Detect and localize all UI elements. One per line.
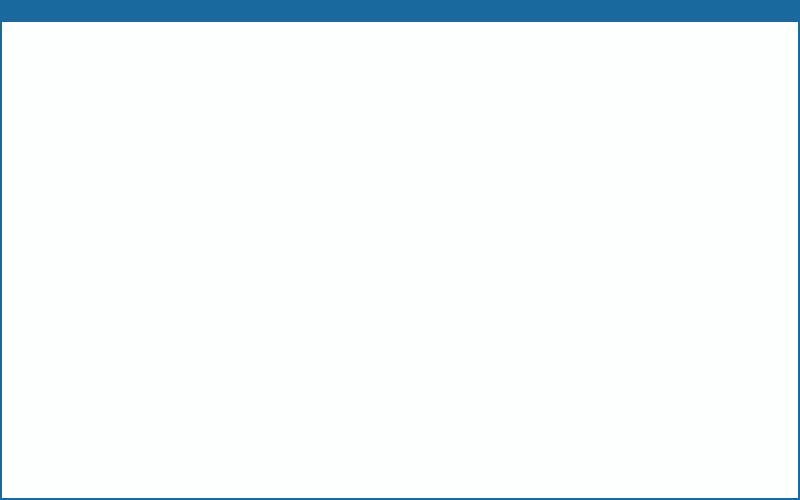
window-titlebar xyxy=(2,2,798,22)
humidity-line-chart xyxy=(2,22,800,500)
chart-area xyxy=(2,22,798,498)
